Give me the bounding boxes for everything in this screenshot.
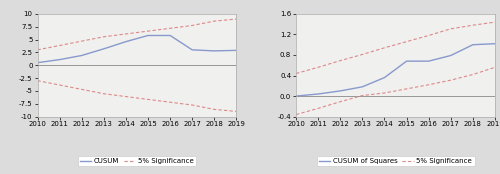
Legend: CUSUM, 5% Significance: CUSUM, 5% Significance [78, 156, 196, 167]
Legend: CUSUM of Squares, 5% Significance: CUSUM of Squares, 5% Significance [316, 156, 474, 167]
